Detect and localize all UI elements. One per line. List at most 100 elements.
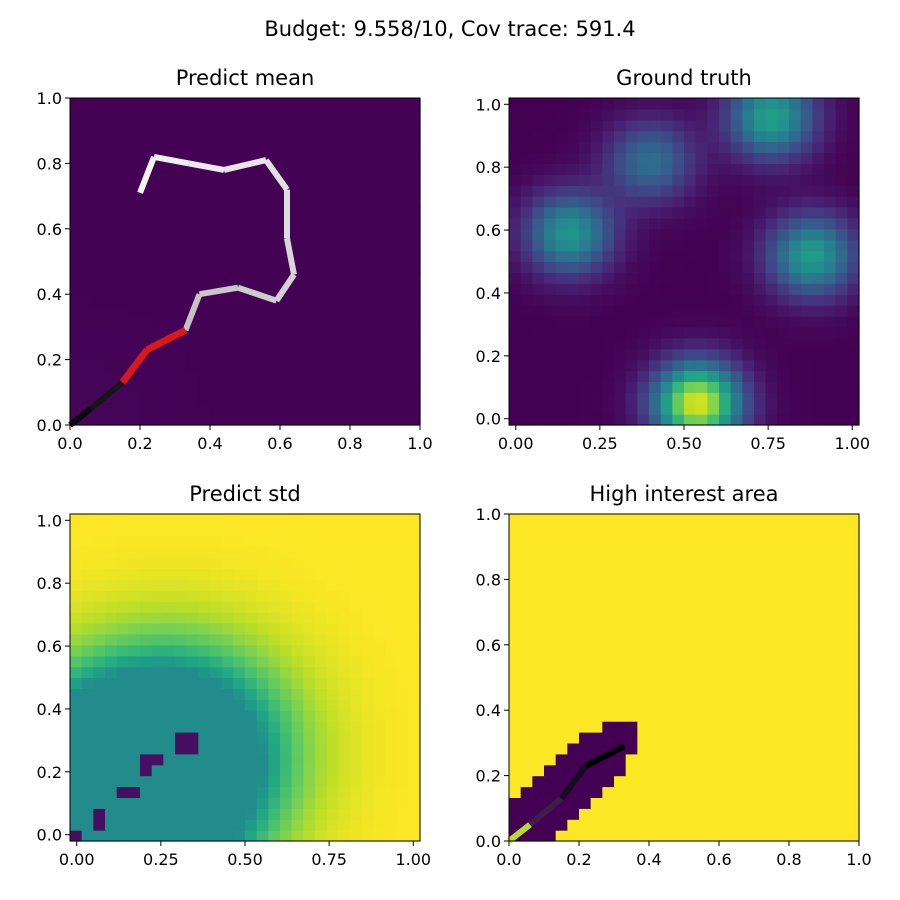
heatmap-cell: [326, 775, 339, 788]
heatmap-cell: [695, 261, 708, 273]
heatmap-cell: [245, 514, 258, 526]
heatmap-cell: [186, 775, 199, 788]
heatmap-cell: [684, 568, 697, 580]
heatmap-cell: [210, 196, 223, 208]
heatmap-cell: [625, 98, 638, 110]
heatmap-cell: [140, 633, 153, 646]
heatmap-cell: [70, 272, 83, 284]
heatmap-cell: [105, 348, 118, 361]
heatmap-cell: [303, 316, 316, 328]
heatmap-cell: [847, 196, 860, 208]
heatmap-cell: [695, 830, 708, 842]
heatmap-cell: [93, 163, 106, 175]
heatmap-cell: [684, 316, 697, 328]
heatmap-cell: [777, 359, 790, 372]
heatmap-cell: [105, 623, 118, 635]
heatmap-cell: [625, 370, 638, 382]
heatmap-cell: [338, 326, 351, 339]
heatmap-cell: [754, 272, 767, 284]
heatmap-cell: [396, 196, 409, 208]
heatmap-cell: [847, 699, 860, 711]
heatmap-cell: [812, 359, 825, 372]
heatmap-cell: [198, 601, 211, 613]
heatmap-cell: [128, 797, 141, 809]
heatmap-cell: [754, 392, 767, 404]
heatmap-cell: [361, 819, 374, 831]
heatmap-cell: [210, 677, 223, 689]
heatmap-cell: [847, 348, 860, 361]
heatmap-cell: [614, 819, 627, 831]
heatmap-cell: [233, 294, 246, 306]
heatmap-cell: [93, 316, 106, 328]
heatmap-cell: [824, 514, 837, 526]
heatmap-cell: [579, 753, 592, 766]
heatmap-cell: [140, 666, 153, 679]
heatmap-cell: [128, 808, 141, 820]
heatmap-cell: [210, 294, 223, 306]
heatmap-cell: [789, 294, 802, 306]
heatmap-cell: [303, 272, 316, 284]
heatmap-cell: [730, 283, 743, 295]
heatmap-cell: [81, 623, 94, 635]
heatmap-cell: [765, 546, 778, 559]
x-tick-label: 0.25: [582, 434, 618, 453]
heatmap-cell: [824, 141, 837, 154]
heatmap-cell: [361, 392, 374, 404]
heatmap-cell: [163, 775, 176, 788]
heatmap-cell: [128, 196, 141, 208]
heatmap-cell: [765, 228, 778, 241]
heatmap-cell: [602, 677, 615, 689]
heatmap-cell: [221, 514, 234, 526]
heatmap-cell: [555, 677, 568, 689]
heatmap-cell: [602, 163, 615, 175]
heatmap-cell: [835, 316, 848, 328]
heatmap-cell: [754, 775, 767, 788]
heatmap-cell: [151, 239, 164, 252]
heatmap-cell: [800, 185, 813, 197]
heatmap-cell: [672, 163, 685, 175]
heatmap-cell: [800, 239, 813, 252]
heatmap-cell: [672, 601, 685, 613]
heatmap-cell: [590, 174, 603, 186]
heatmap-cell: [163, 174, 176, 186]
heatmap-cell: [350, 305, 363, 317]
heatmap-cell: [245, 250, 258, 263]
heatmap-cell: [291, 337, 304, 350]
heatmap-cell: [509, 601, 522, 613]
heatmap-cell: [742, 579, 755, 591]
heatmap-cell: [777, 808, 790, 820]
heatmap-cell: [625, 217, 638, 230]
heatmap-cell: [396, 590, 409, 602]
heatmap-cell: [649, 601, 662, 613]
heatmap-cell: [824, 337, 837, 350]
heatmap-cell: [695, 283, 708, 295]
heatmap-cell: [567, 392, 580, 404]
heatmap-cell: [544, 568, 557, 580]
heatmap-cell: [291, 535, 304, 548]
heatmap-cell: [590, 337, 603, 350]
heatmap-cell: [361, 677, 374, 689]
heatmap-cell: [602, 316, 615, 328]
heatmap-cell: [105, 119, 118, 132]
heatmap-cell: [151, 568, 164, 580]
heatmap-cell: [847, 207, 860, 219]
path-segment: [223, 157, 267, 173]
heatmap-cell: [730, 163, 743, 175]
heatmap-cell: [326, 524, 339, 537]
heatmap-cell: [385, 644, 398, 657]
heatmap-cell: [684, 392, 697, 404]
heatmap-cell: [338, 688, 351, 700]
heatmap-cell: [361, 228, 374, 241]
heatmap-cell: [396, 786, 409, 798]
heatmap-cell: [163, 535, 176, 548]
heatmap-cell: [408, 217, 421, 230]
heatmap-cell: [245, 601, 258, 613]
heatmap-cell: [186, 294, 199, 306]
heatmap-cell: [81, 108, 94, 121]
heatmap-cell: [509, 535, 522, 548]
heatmap-cell: [637, 732, 650, 744]
heatmap-cell: [233, 710, 246, 722]
heatmap-cell: [233, 797, 246, 809]
heatmap-cell: [233, 185, 246, 197]
heatmap-cell: [116, 742, 129, 755]
